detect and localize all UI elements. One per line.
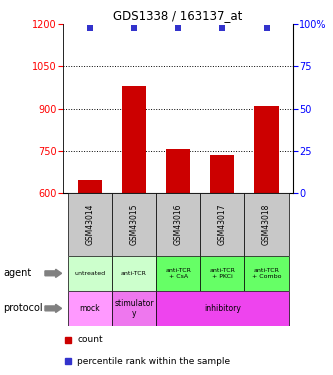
FancyBboxPatch shape	[156, 256, 200, 291]
FancyBboxPatch shape	[68, 193, 112, 256]
Text: GSM43015: GSM43015	[130, 204, 139, 245]
Text: GSM43018: GSM43018	[262, 204, 271, 245]
FancyBboxPatch shape	[200, 256, 244, 291]
FancyBboxPatch shape	[156, 291, 289, 326]
Text: anti-TCR
+ PKCi: anti-TCR + PKCi	[209, 268, 235, 279]
Title: GDS1338 / 163137_at: GDS1338 / 163137_at	[114, 9, 243, 22]
FancyBboxPatch shape	[112, 193, 156, 256]
Text: stimulator
y: stimulator y	[114, 298, 154, 318]
Text: GSM43014: GSM43014	[85, 204, 94, 245]
Bar	[122, 86, 146, 193]
Text: percentile rank within the sample: percentile rank within the sample	[77, 357, 230, 366]
Bar	[210, 155, 234, 193]
FancyBboxPatch shape	[200, 193, 244, 256]
Bar	[166, 149, 190, 193]
Text: mock: mock	[80, 304, 100, 313]
Text: GSM43017: GSM43017	[218, 204, 227, 245]
Bar	[78, 180, 102, 193]
Text: inhibitory: inhibitory	[204, 304, 241, 313]
Text: agent: agent	[3, 268, 32, 278]
FancyBboxPatch shape	[112, 291, 156, 326]
FancyBboxPatch shape	[68, 256, 112, 291]
FancyBboxPatch shape	[68, 291, 112, 326]
Text: untreated: untreated	[74, 271, 105, 276]
Text: protocol: protocol	[3, 303, 43, 313]
Text: GSM43016: GSM43016	[173, 204, 183, 245]
Text: anti-TCR
+ Combo: anti-TCR + Combo	[252, 268, 281, 279]
FancyBboxPatch shape	[244, 193, 289, 256]
FancyBboxPatch shape	[244, 256, 289, 291]
FancyBboxPatch shape	[112, 256, 156, 291]
FancyBboxPatch shape	[156, 193, 200, 256]
Text: anti-TCR: anti-TCR	[121, 271, 147, 276]
Text: anti-TCR
+ CsA: anti-TCR + CsA	[165, 268, 191, 279]
Bar	[254, 106, 279, 193]
Text: count: count	[77, 335, 103, 344]
